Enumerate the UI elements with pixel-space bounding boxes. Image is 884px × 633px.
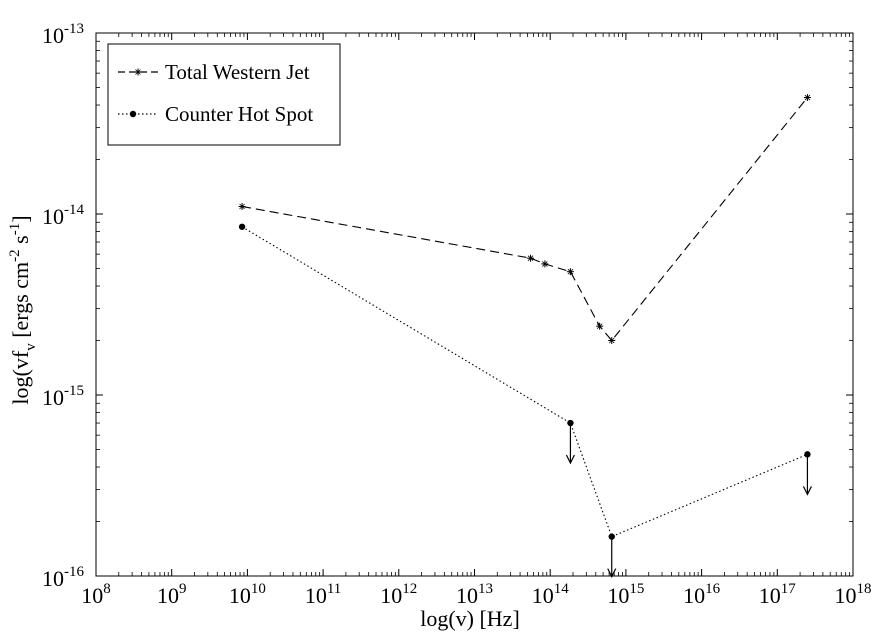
- y-axis-label: log(vfv [ergs cm-2 s-1]: [7, 215, 39, 404]
- legend-marker-star: [134, 68, 142, 76]
- legend: Total Western Jet Counter Hot Spot: [107, 43, 341, 146]
- data-point-star: [566, 268, 574, 276]
- x-tick-label: 1010: [229, 581, 266, 608]
- y-tick-label: 10-15: [42, 383, 84, 410]
- x-tick-label: 1015: [607, 581, 644, 608]
- y-tick-label: 10-13: [42, 21, 84, 48]
- x-tick-label: 109: [157, 581, 187, 608]
- legend-box: [107, 43, 341, 146]
- x-tick-label: 1016: [683, 581, 721, 608]
- x-tick-labels: 108 109 1010 1011 1012 1013 1014 1015 1016 1017 10…: [81, 581, 871, 608]
- x-tick-label: 1018: [835, 581, 872, 608]
- upper-limit-arrowhead: [802, 486, 812, 496]
- data-point-dot: [567, 419, 574, 427]
- data-point-star: [596, 322, 604, 330]
- y-tick-labels: 10-13 10-14 10-15 10-16: [42, 21, 84, 591]
- x-tick-label: 1011: [305, 581, 341, 608]
- y-tick-label: 10-14: [42, 202, 84, 229]
- x-tick-label: 1017: [759, 581, 797, 608]
- x-tick-label: 108: [81, 581, 111, 608]
- legend-marker-dot: [129, 110, 137, 118]
- plot-area: [95, 32, 854, 578]
- x-tick-label: 1014: [532, 581, 570, 608]
- upper-limit-arrowhead: [607, 568, 617, 578]
- x-tick-label: 1012: [380, 581, 417, 608]
- upper-limit-arrowhead: [565, 454, 575, 465]
- data-point-star: [238, 203, 246, 211]
- x-axis-label: log(v) [Hz]: [420, 606, 520, 631]
- series-layer: [238, 94, 812, 578]
- x-tick-label: 1013: [456, 581, 493, 608]
- legend-star-shape: [134, 68, 142, 76]
- legend-label-counter-hot-spot: Counter Hot Spot: [165, 102, 313, 126]
- x-axis-label-text: log(v) [Hz]: [420, 606, 520, 631]
- data-point-star: [527, 254, 535, 262]
- data-point-star: [541, 260, 549, 268]
- legend-label-total-western-jet: Total Western Jet: [165, 60, 310, 84]
- y-tick-label: 10-16: [42, 564, 84, 591]
- data-point-dot: [238, 223, 246, 230]
- data-point-star: [608, 337, 616, 345]
- tick-marks: [95, 32, 854, 577]
- data-point-star: [803, 94, 811, 102]
